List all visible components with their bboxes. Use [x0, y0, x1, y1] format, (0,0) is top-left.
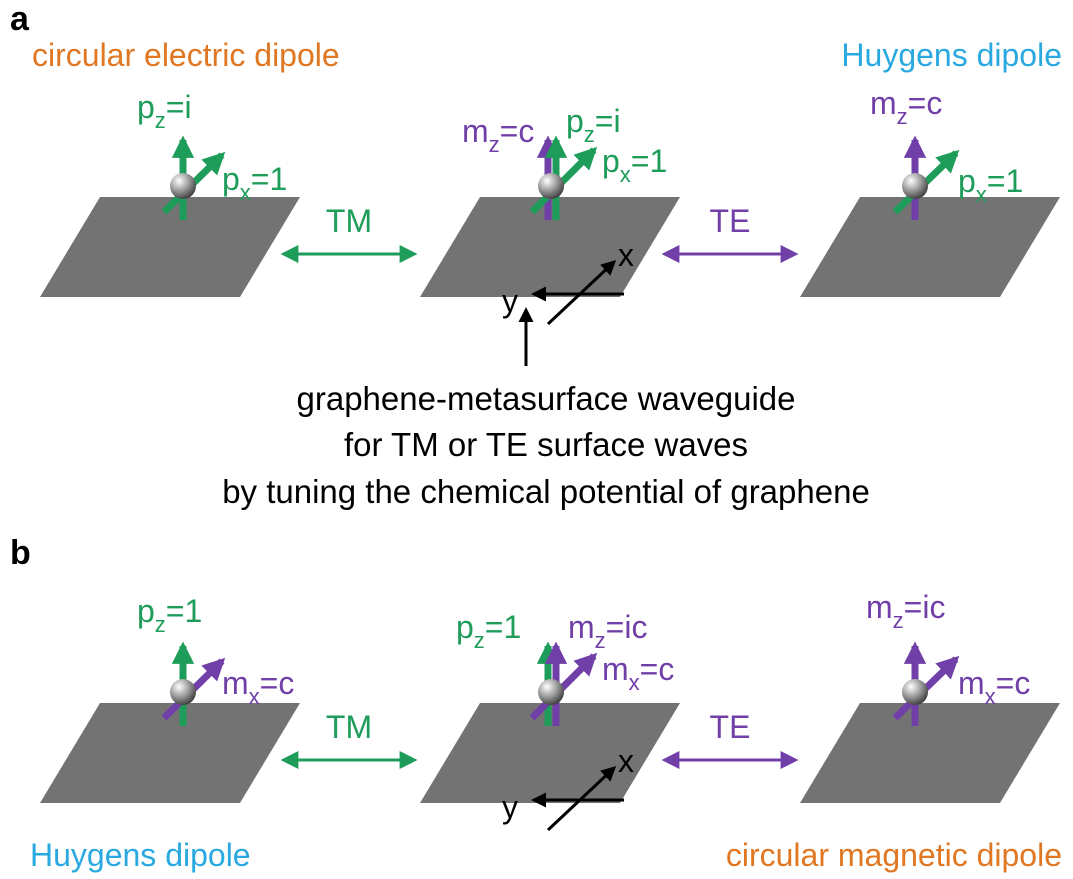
tm-label-b: TM — [326, 709, 372, 745]
tm-label-a: TM — [326, 203, 372, 239]
panel-a: a circular electric dipole Huygens dipol… — [10, 0, 1062, 510]
dipole-a1: pz=i px=1 — [137, 89, 287, 220]
px-label: px=1 — [958, 163, 1023, 207]
y-axis-label: y — [502, 283, 518, 319]
dipole-sphere — [170, 679, 196, 705]
dipole-a2: mz=c pz=i px=1 — [462, 103, 667, 220]
panel-a-letter: a — [10, 0, 30, 38]
graphene-sheet-b1 — [40, 703, 300, 803]
dipole-b3: mz=ic mx=c — [866, 589, 1030, 726]
mx-label: mx=c — [958, 665, 1030, 709]
axes-a: x y — [502, 237, 634, 366]
caption-line-3: by tuning the chemical potential of grap… — [222, 473, 870, 510]
x-axis-arrow — [546, 259, 617, 326]
graphene-sheet-a3 — [800, 197, 1060, 297]
x-axis-label: x — [618, 237, 634, 273]
dipole-sphere — [538, 173, 564, 199]
px-label: px=1 — [602, 143, 667, 187]
mz-label: mz=c — [462, 113, 534, 157]
title-circular-electric-dipole: circular electric dipole — [32, 37, 340, 73]
caption-line-2: for TM or TE surface waves — [344, 426, 748, 463]
dipole-sphere — [902, 679, 928, 705]
x-axis-label: x — [618, 743, 634, 779]
y-axis-label: y — [502, 789, 518, 825]
px-label: px=1 — [222, 161, 287, 205]
panel-b-letter: b — [10, 534, 31, 572]
pz-label: pz=i — [566, 103, 621, 147]
mx-label: mx=c — [222, 665, 294, 709]
dipole-b2: pz=1 mz=ic mx=c — [456, 609, 674, 726]
graphene-sheet-a1 — [40, 197, 300, 297]
dipole-b1: pz=1 mx=c — [137, 593, 294, 726]
dipole-sphere — [538, 679, 564, 705]
dipole-sphere — [170, 173, 196, 199]
dipole-sphere — [902, 173, 928, 199]
pz-label: pz=1 — [137, 593, 202, 637]
pz-label: pz=1 — [456, 609, 521, 653]
x-axis-arrow — [546, 765, 617, 832]
mz-label: mz=c — [870, 85, 942, 129]
caption-line-1: graphene-metasurface waveguide — [297, 380, 796, 417]
graphene-sheet-b3 — [800, 703, 1060, 803]
te-label-b: TE — [710, 709, 751, 745]
mx-label: mx=c — [602, 651, 674, 695]
te-label-a: TE — [710, 203, 751, 239]
bottom-label-huygens-dipole: Huygens dipole — [30, 837, 251, 873]
bottom-label-circular-magnetic-dipole: circular magnetic dipole — [726, 837, 1062, 873]
mz-label: mz=ic — [866, 589, 945, 633]
mz-label: mz=ic — [568, 609, 647, 653]
panel-b: b pz=1 mx=c pz=1 mz=ic mx=c mz — [10, 534, 1062, 873]
axes-b: x y — [502, 743, 634, 832]
pz-label: pz=i — [137, 89, 192, 133]
dipole-a3: mz=c px=1 — [870, 85, 1023, 220]
title-huygens-dipole-a: Huygens dipole — [841, 37, 1062, 73]
